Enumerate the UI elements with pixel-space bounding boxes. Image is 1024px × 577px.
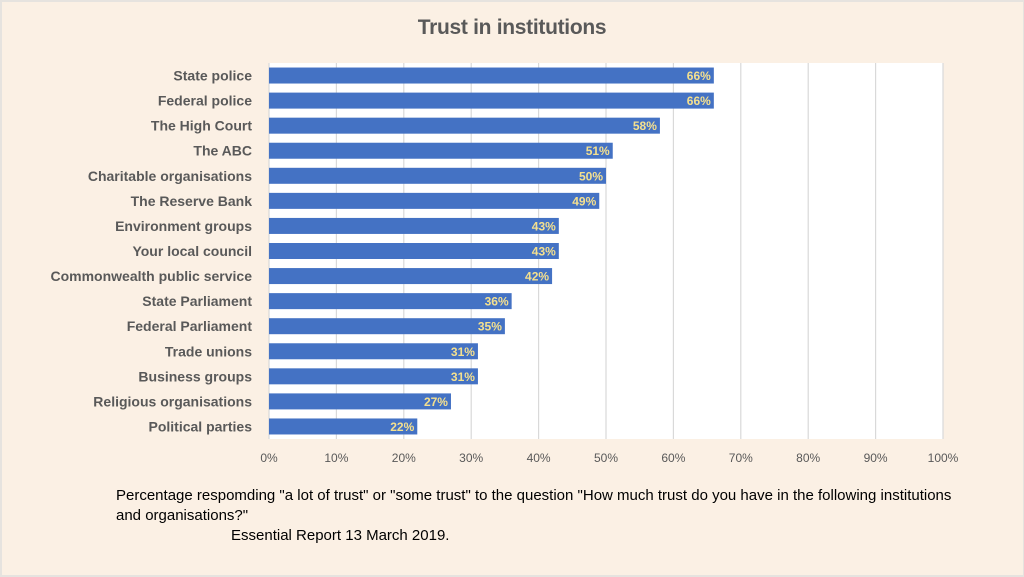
x-tick-label: 40% — [527, 451, 551, 465]
data-label: 43% — [532, 219, 556, 233]
category-label: State Parliament — [142, 293, 252, 309]
x-tick-label: 70% — [729, 451, 753, 465]
data-label: 42% — [525, 270, 549, 284]
x-tick-label: 30% — [459, 451, 483, 465]
category-label: Political parties — [149, 418, 253, 434]
category-label: Religious organisations — [93, 393, 252, 409]
bar — [269, 368, 478, 385]
category-label: Trade unions — [165, 343, 252, 359]
bar — [269, 343, 478, 360]
chart-source: Essential Report 13 March 2019. — [231, 527, 450, 544]
bar — [269, 268, 553, 285]
data-label: 66% — [687, 69, 711, 83]
x-tick-label: 20% — [392, 451, 416, 465]
category-labels: State police Federal police The High Court… — [51, 68, 253, 435]
category-label: The ABC — [193, 143, 252, 159]
category-label: Federal police — [158, 93, 252, 109]
category-label: State police — [173, 68, 252, 84]
data-label: 51% — [586, 144, 610, 158]
category-label: Environment groups — [115, 218, 252, 234]
bar — [269, 117, 660, 134]
x-axis-ticks: 0% 10% 20% 30% 40% 50% 60% 70% 80% 90% 100% — [260, 451, 958, 465]
data-label: 27% — [424, 395, 448, 409]
data-label: 66% — [687, 94, 711, 108]
chart-title: Trust in institutions — [417, 16, 607, 39]
data-label: 36% — [485, 295, 509, 309]
bar — [269, 192, 600, 209]
bar — [269, 243, 559, 259]
chart-caption: Percentage respomding "a lot of trust" o… — [116, 487, 952, 524]
x-tick-label: 50% — [594, 451, 618, 465]
category-label: Charitable organisations — [88, 168, 252, 184]
category-label: Commonwealth public service — [51, 268, 253, 284]
data-label: 43% — [532, 245, 556, 259]
data-label: 50% — [579, 169, 603, 183]
category-label: The Reserve Bank — [131, 193, 253, 209]
data-label: 31% — [451, 345, 475, 359]
bar — [269, 167, 606, 184]
data-label: 58% — [633, 119, 657, 133]
data-label: 22% — [390, 420, 414, 434]
category-label: Federal Parliament — [127, 318, 253, 334]
data-label: 31% — [451, 370, 475, 384]
category-label: Your local council — [132, 243, 252, 259]
category-label: The High Court — [151, 118, 252, 134]
x-tick-label: 0% — [260, 451, 278, 465]
bar — [269, 67, 714, 84]
bar — [269, 142, 613, 159]
bar — [269, 393, 451, 410]
x-tick-label: 80% — [796, 451, 820, 465]
category-label: Business groups — [138, 368, 252, 384]
bar — [269, 418, 418, 435]
bar — [269, 318, 505, 335]
x-tick-label: 10% — [324, 451, 348, 465]
x-tick-label: 90% — [864, 451, 888, 465]
data-label: 35% — [478, 320, 502, 334]
bar — [269, 92, 714, 109]
bars: 66%66%58%51%50%49%43%43%42%36%35%31%31%2… — [269, 67, 714, 435]
x-tick-label: 60% — [661, 451, 685, 465]
bar — [269, 293, 512, 310]
bar — [269, 217, 559, 234]
x-tick-label: 100% — [928, 451, 959, 465]
data-label: 49% — [572, 194, 596, 208]
